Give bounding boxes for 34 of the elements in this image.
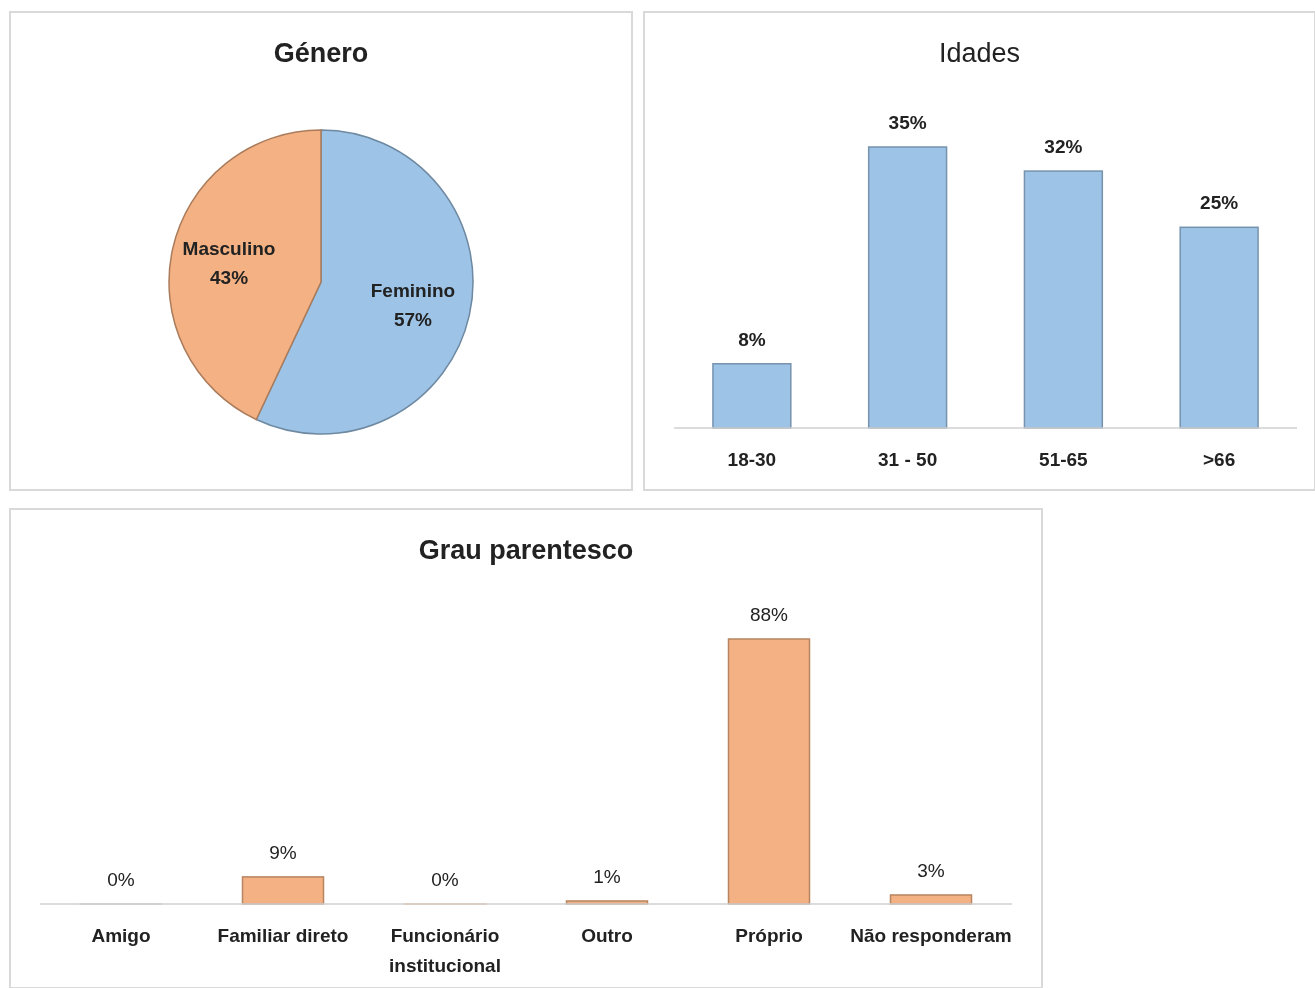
- data-label: 25%: [1200, 192, 1239, 214]
- x-tick-label: Não responderam: [850, 925, 1012, 946]
- data-label: 43%: [210, 267, 249, 289]
- x-tick-label: Funcionário institucional: [389, 925, 501, 976]
- x-tick-label: 51-65: [1039, 449, 1089, 470]
- bar: [712, 363, 792, 429]
- x-tick-label: 18-30: [727, 449, 777, 470]
- data-label: 57%: [393, 308, 433, 330]
- chart-title: Idades: [938, 38, 1021, 68]
- pie-slice: [168, 129, 322, 421]
- x-tick-label: Próprio: [735, 925, 803, 946]
- x-tick-label: Outro: [581, 925, 633, 946]
- chart-title: Género: [273, 38, 369, 68]
- data-label: 3%: [917, 859, 945, 881]
- x-tick-label: Amigo: [91, 925, 151, 946]
- bar: [1179, 226, 1259, 429]
- data-label: 0%: [107, 869, 135, 890]
- x-tick-label: >66: [1203, 449, 1236, 470]
- data-label: 35%: [888, 112, 927, 133]
- data-label: 1%: [593, 865, 621, 887]
- chart-title: Grau parentesco: [418, 535, 634, 565]
- data-label: 8%: [738, 328, 766, 350]
- bar: [1023, 170, 1104, 429]
- bar: [241, 876, 325, 905]
- bar: [867, 146, 948, 429]
- data-label: 88%: [749, 604, 789, 625]
- slice-label: Feminino: [370, 279, 456, 301]
- x-tick-label: 31 - 50: [878, 449, 938, 470]
- slice-label: Masculino: [182, 238, 276, 260]
- data-label: 32%: [1044, 136, 1083, 158]
- data-label: 9%: [269, 841, 297, 863]
- bar: [727, 638, 811, 905]
- data-label: 0%: [431, 869, 459, 890]
- x-tick-label: Familiar direto: [217, 925, 349, 946]
